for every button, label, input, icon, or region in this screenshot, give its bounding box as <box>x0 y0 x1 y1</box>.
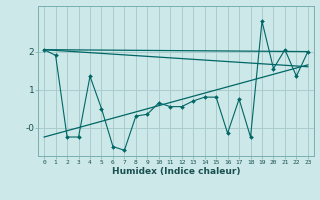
X-axis label: Humidex (Indice chaleur): Humidex (Indice chaleur) <box>112 167 240 176</box>
